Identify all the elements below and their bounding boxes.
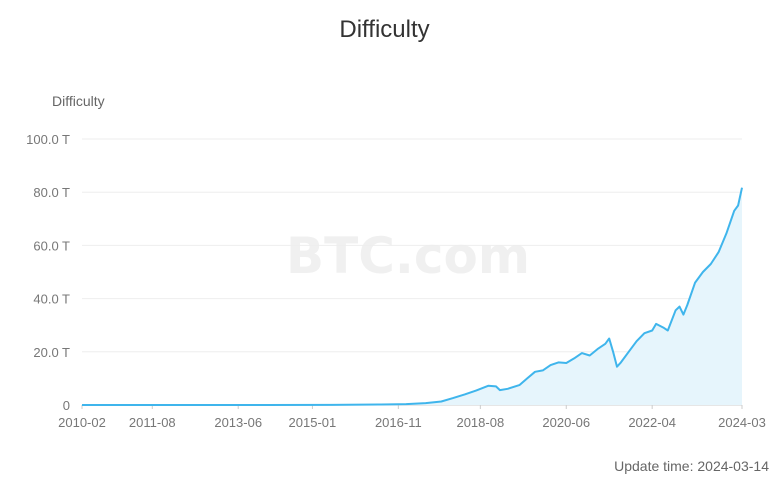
x-tick-label: 2011-08 [129,415,176,430]
x-tick-label: 2013-06 [214,415,262,430]
update-time-label: Update time: [614,458,694,474]
watermark-text: BTC.com [286,227,530,285]
series-area [82,187,742,405]
y-tick-label: 100.0 T [26,132,70,147]
update-time: Update time: 2024-03-14 [614,458,769,474]
series-line [82,187,743,406]
x-tick-label: 2015-01 [289,415,337,430]
y-tick-label: 60.0 T [33,238,70,253]
y-tick-label: 80.0 T [33,185,70,200]
x-tick-label: 2022-04 [628,415,676,430]
update-time-value: 2024-03-14 [697,458,769,474]
y-axis-label: Difficulty [52,93,105,109]
x-tick-label: 2010-02 [58,415,106,430]
y-tick-label: 0 [63,398,70,413]
x-tick-label: 2024-03 [718,415,766,430]
y-tick-label: 40.0 T [33,292,70,307]
chart-title: Difficulty [339,16,430,43]
y-tick-label: 20.0 T [33,345,70,360]
x-tick-label: 2018-08 [456,415,504,430]
x-tick-label: 2020-06 [542,415,590,430]
x-tick-label: 2016-11 [375,415,422,430]
